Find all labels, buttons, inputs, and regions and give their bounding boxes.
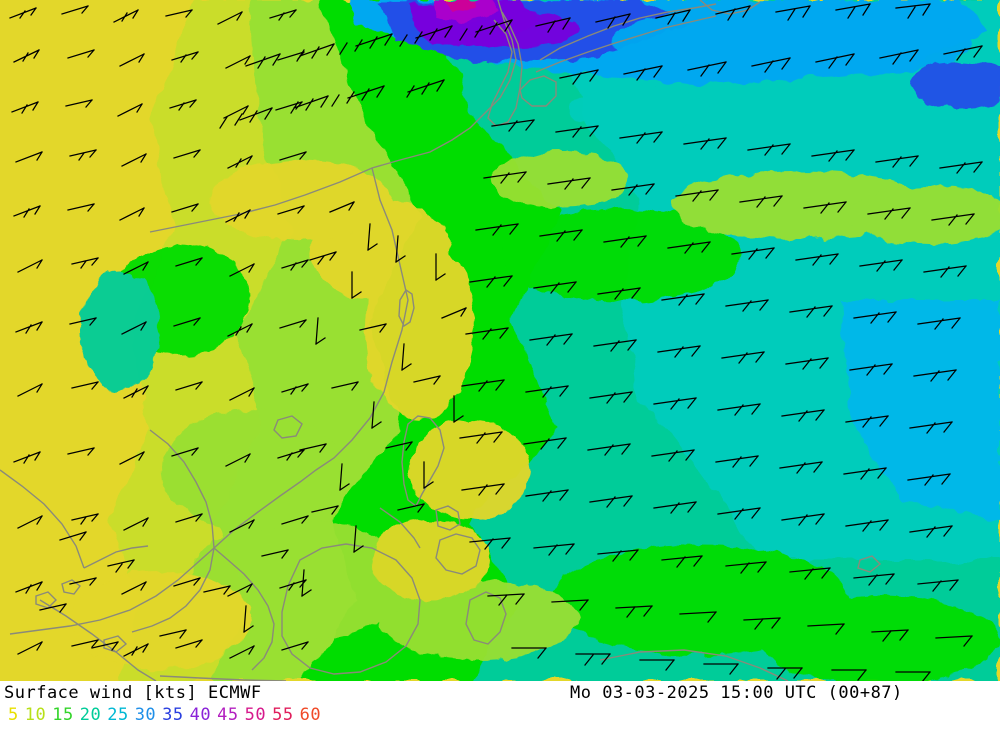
- barb-field-storm: [219, 3, 983, 129]
- coastline-china: [149, 0, 517, 233]
- coastline-newguinea: [599, 649, 789, 681]
- barb-row-y460: [13, 447, 305, 467]
- coastlines: [0, 0, 882, 681]
- coastline-sulawesi: [465, 591, 507, 645]
- coastline-palawan: [379, 507, 421, 549]
- barb-row-y20: [9, 5, 297, 25]
- legend-scale[interactable]: 5 10 15 20 25 30 35 40 45 50 55 60: [8, 705, 327, 725]
- legend-tick-55[interactable]: 55: [272, 705, 294, 725]
- legend-tick-10[interactable]: 10: [24, 705, 47, 725]
- coastline-mindanao: [435, 533, 481, 575]
- barb-row-y330: [15, 317, 307, 337]
- coastline-japan-south: [535, 15, 717, 73]
- coastline-india-east: [0, 469, 85, 569]
- legend-tick-5[interactable]: 5: [8, 705, 19, 725]
- coastline-taiwan: [398, 289, 415, 328]
- barb-row-y590: [15, 577, 307, 597]
- coastline-malay: [213, 547, 275, 671]
- fill-band-30-35-right: [840, 300, 1000, 520]
- wind-field-svg: [0, 0, 1000, 681]
- coastline-hainan: [273, 415, 303, 439]
- barb-row-y270: [17, 257, 309, 277]
- barb-row-y650: [17, 639, 309, 659]
- coastline-japan-main: [539, 3, 717, 61]
- legend-tick-50[interactable]: 50: [244, 705, 267, 725]
- barb-row-y525: [17, 513, 309, 533]
- barb-field-pacific: [459, 119, 983, 681]
- barb-row-y215: [13, 203, 305, 223]
- coastline-island-group-a: [61, 579, 81, 595]
- map-footer: Surface wind [kts] ECMWF Mo 03-03-2025 1…: [0, 681, 1000, 733]
- coastline-china-south: [9, 167, 409, 635]
- barb-row-y60: [13, 49, 305, 69]
- wind-map-canvas[interactable]: [0, 0, 1000, 681]
- footer-valid-time: Mo 03-03-2025 15:00 UTC (00+87): [570, 683, 903, 703]
- coastline-borneo: [281, 543, 421, 675]
- coastline-hokkaido: [699, 0, 761, 15]
- legend-tick-40[interactable]: 40: [189, 705, 212, 725]
- coastline-japan-kyushu: [519, 75, 557, 107]
- legend-tick-25[interactable]: 25: [107, 705, 129, 725]
- legend-tick-20[interactable]: 20: [79, 705, 102, 725]
- barb-row-y110: [11, 99, 303, 119]
- legend-tick-15[interactable]: 15: [52, 705, 74, 725]
- coastline-island-group-c: [103, 635, 128, 653]
- fill-mottle-group: [70, 12, 1000, 681]
- fill-band-50-55: [446, 0, 480, 12]
- coastline-java: [159, 675, 287, 681]
- legend-tick-45[interactable]: 45: [217, 705, 239, 725]
- legend-tick-60[interactable]: 60: [299, 705, 322, 725]
- wind-barbs: [9, 3, 983, 681]
- legend-tick-35[interactable]: 35: [162, 705, 184, 725]
- barb-field-continental: [39, 201, 467, 651]
- legend-tick-30[interactable]: 30: [134, 705, 157, 725]
- coastline-visayas: [435, 505, 461, 531]
- footer-title: Surface wind [kts] ECMWF: [4, 683, 262, 703]
- barb-row-y395: [17, 381, 309, 401]
- coastline-island-group-b: [35, 591, 57, 609]
- barb-row-y160: [15, 149, 307, 169]
- coastline-island-pacific-a: [857, 555, 882, 573]
- coastline-bangladesh: [83, 545, 149, 569]
